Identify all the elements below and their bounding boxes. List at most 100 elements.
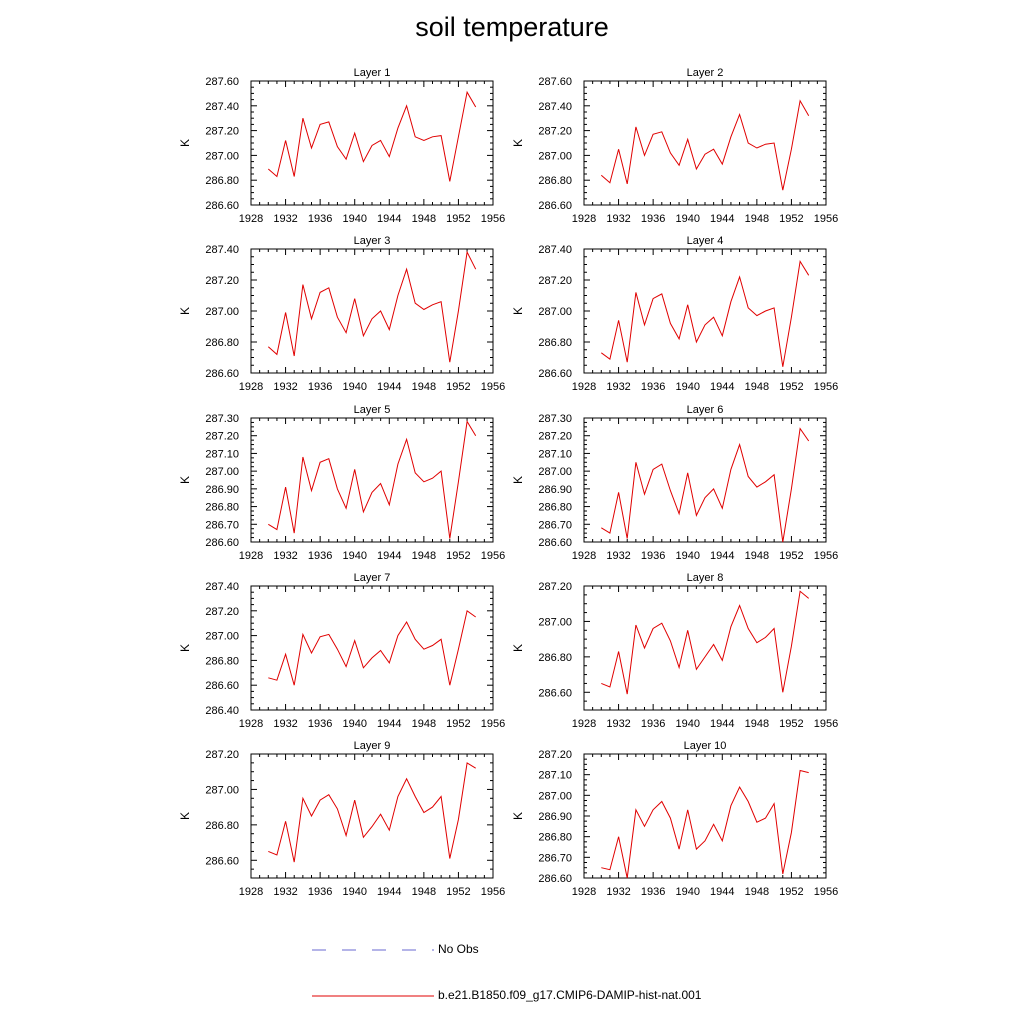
y-tick-label: 286.80 bbox=[205, 175, 239, 187]
y-tick-label: 287.00 bbox=[538, 150, 572, 162]
series-line bbox=[601, 590, 810, 695]
x-tick-label: 1944 bbox=[710, 718, 734, 730]
x-tick-label: 1948 bbox=[745, 550, 769, 562]
y-tick-label: 286.90 bbox=[205, 484, 239, 496]
x-tick-label: 1928 bbox=[239, 886, 263, 898]
y-tick-label: 286.80 bbox=[538, 502, 572, 514]
x-tick-label: 1948 bbox=[745, 886, 769, 898]
x-tick-label: 1948 bbox=[412, 718, 436, 730]
x-tick-label: 1956 bbox=[481, 718, 505, 730]
y-tick-label: 287.00 bbox=[205, 306, 239, 318]
x-tick-label: 1952 bbox=[779, 550, 803, 562]
y-tick-label: 287.40 bbox=[205, 101, 239, 113]
x-tick-label: 1944 bbox=[377, 213, 401, 225]
panel-title: Layer 1 bbox=[354, 67, 391, 79]
y-tick-label: 287.20 bbox=[538, 581, 572, 593]
x-tick-label: 1928 bbox=[572, 381, 596, 393]
x-tick-label: 1932 bbox=[273, 213, 297, 225]
x-tick-label: 1944 bbox=[377, 550, 401, 562]
y-tick-label: 287.00 bbox=[205, 150, 239, 162]
panel-layer-9: Layer 9 K 1928 1932 1936 1940 1944 1948 1952 1956… bbox=[178, 740, 505, 898]
y-tick-label: 287.40 bbox=[205, 244, 239, 256]
y-tick-label: 287.40 bbox=[538, 101, 572, 113]
y-tick-label: 286.60 bbox=[205, 680, 239, 692]
x-tick-label: 1940 bbox=[342, 213, 366, 225]
series-line bbox=[601, 427, 810, 543]
y-tick-label: 287.40 bbox=[538, 244, 572, 256]
panel-layer-10: Layer 10 K 1928 1932 1936 1940 1944 1948 1952 195… bbox=[511, 740, 838, 898]
legend-label-model: b.e21.B1850.f09_g17.CMIP6-DAMIP-hist-nat… bbox=[438, 988, 702, 1002]
panel-layer-7: Layer 7 K 1928 1932 1936 1940 1944 1948 1952 1956… bbox=[178, 572, 505, 730]
y-tick-label: 287.00 bbox=[538, 466, 572, 478]
y-tick-label: 286.90 bbox=[538, 484, 572, 496]
x-tick-label: 1936 bbox=[308, 213, 332, 225]
x-tick-label: 1940 bbox=[342, 886, 366, 898]
y-tick-label: 287.20 bbox=[205, 749, 239, 761]
series-line bbox=[268, 762, 476, 863]
y-tick-label: 286.70 bbox=[205, 519, 239, 531]
panel-title: Layer 4 bbox=[687, 235, 724, 247]
panel-title: Layer 5 bbox=[354, 404, 391, 416]
y-tick-label: 287.20 bbox=[538, 749, 572, 761]
panel-layer-6: Layer 6 K 1928 1932 1936 1940 1944 1948 1952 1956… bbox=[511, 404, 838, 562]
y-tick-label: 286.60 bbox=[538, 368, 572, 380]
x-tick-label: 1936 bbox=[641, 213, 665, 225]
figure-title: soil temperature bbox=[415, 12, 609, 42]
plot-frame bbox=[583, 417, 827, 543]
x-tick-label: 1956 bbox=[814, 381, 838, 393]
y-tick-label: 287.30 bbox=[205, 413, 239, 425]
y-axis-label: K bbox=[511, 307, 525, 315]
panel-layer-4: Layer 4 K 1928 1932 1936 1940 1944 1948 1952 1956… bbox=[511, 235, 838, 393]
x-tick-label: 1952 bbox=[446, 213, 470, 225]
x-tick-label: 1928 bbox=[572, 886, 596, 898]
x-tick-label: 1932 bbox=[273, 886, 297, 898]
x-tick-label: 1956 bbox=[814, 718, 838, 730]
y-tick-label: 286.70 bbox=[538, 519, 572, 531]
y-tick-label: 286.60 bbox=[205, 537, 239, 549]
y-tick-label: 287.40 bbox=[205, 581, 239, 593]
plot-frame bbox=[250, 417, 494, 543]
panel-layer-5: Layer 5 K 1928 1932 1936 1940 1944 1948 1952 1956… bbox=[178, 404, 505, 562]
x-tick-label: 1948 bbox=[745, 381, 769, 393]
y-axis-label: K bbox=[178, 476, 192, 484]
y-tick-label: 287.60 bbox=[538, 76, 572, 88]
y-tick-label: 287.10 bbox=[538, 770, 572, 782]
x-tick-label: 1948 bbox=[412, 213, 436, 225]
y-tick-label: 287.60 bbox=[205, 76, 239, 88]
y-axis-label: K bbox=[511, 476, 525, 484]
y-tick-label: 286.80 bbox=[205, 820, 239, 832]
x-tick-label: 1936 bbox=[308, 550, 332, 562]
y-tick-label: 287.20 bbox=[538, 431, 572, 443]
y-tick-label: 286.60 bbox=[538, 200, 572, 212]
panel-title: Layer 6 bbox=[687, 404, 724, 416]
x-tick-label: 1936 bbox=[641, 718, 665, 730]
x-tick-label: 1944 bbox=[377, 718, 401, 730]
x-tick-label: 1932 bbox=[273, 381, 297, 393]
y-tick-label: 287.00 bbox=[205, 631, 239, 643]
x-tick-label: 1940 bbox=[342, 718, 366, 730]
x-tick-label: 1952 bbox=[446, 718, 470, 730]
x-tick-label: 1936 bbox=[641, 381, 665, 393]
x-tick-label: 1952 bbox=[779, 213, 803, 225]
x-tick-label: 1956 bbox=[481, 886, 505, 898]
y-tick-label: 287.20 bbox=[205, 431, 239, 443]
y-tick-label: 286.60 bbox=[205, 368, 239, 380]
x-tick-label: 1936 bbox=[308, 381, 332, 393]
x-tick-label: 1944 bbox=[710, 213, 734, 225]
y-axis-label: K bbox=[178, 644, 192, 652]
y-tick-label: 286.80 bbox=[205, 502, 239, 514]
x-tick-label: 1936 bbox=[641, 886, 665, 898]
y-tick-label: 286.60 bbox=[205, 200, 239, 212]
y-axis-label: K bbox=[511, 644, 525, 652]
x-tick-label: 1944 bbox=[377, 381, 401, 393]
y-tick-label: 286.60 bbox=[205, 855, 239, 867]
x-tick-label: 1940 bbox=[675, 381, 699, 393]
y-axis-label: K bbox=[511, 812, 525, 820]
x-tick-label: 1956 bbox=[814, 886, 838, 898]
y-tick-label: 287.00 bbox=[538, 790, 572, 802]
panel-title: Layer 7 bbox=[354, 572, 391, 584]
x-tick-label: 1940 bbox=[675, 213, 699, 225]
plot-frame bbox=[583, 80, 827, 206]
y-tick-label: 287.20 bbox=[205, 126, 239, 138]
x-tick-label: 1940 bbox=[675, 886, 699, 898]
